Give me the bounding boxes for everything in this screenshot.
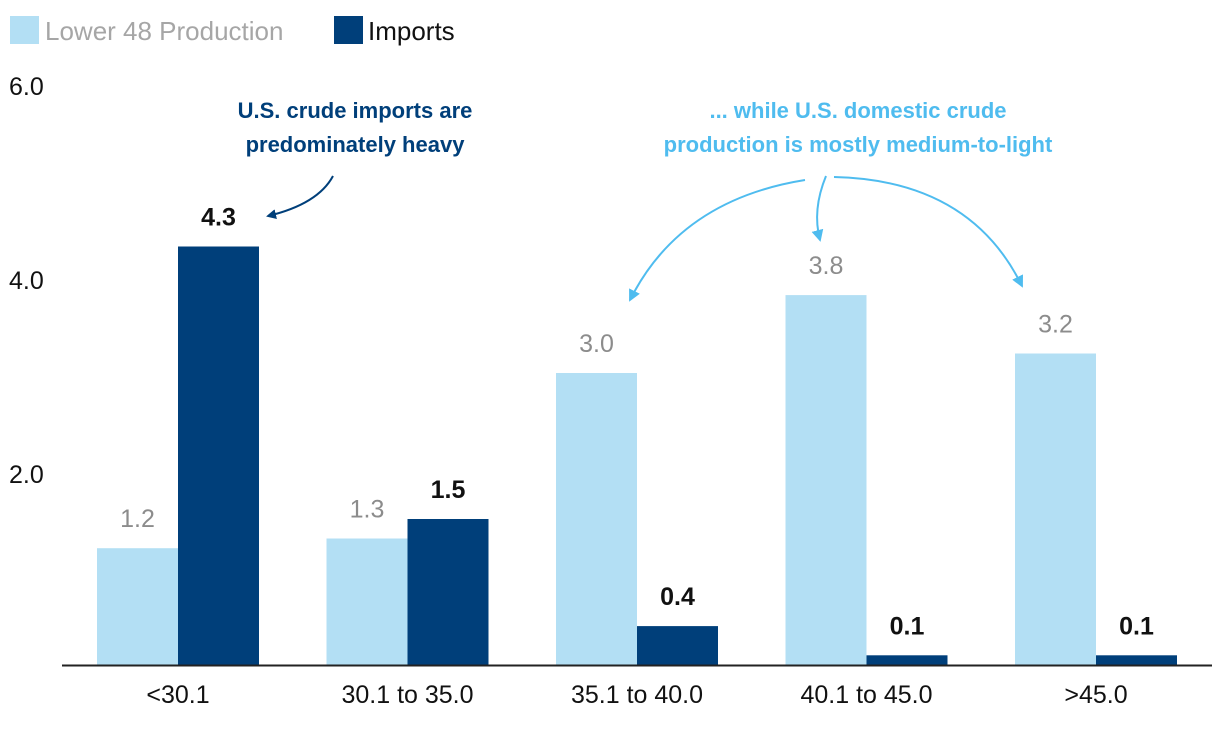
annotation-production: ... while U.S. domestic crude production…	[629, 98, 1053, 302]
bar-lower48-production	[326, 538, 408, 665]
bar-imports	[407, 519, 489, 665]
bar-lower48-production	[785, 295, 867, 665]
annotation-imports: U.S. crude imports are predominately hea…	[238, 98, 473, 219]
bar-lower48-production	[1015, 353, 1096, 665]
value-label-lower48-production: 3.2	[1038, 311, 1073, 339]
x-category-label: 40.1 to 45.0	[800, 681, 932, 709]
value-label-imports: 1.5	[431, 476, 466, 504]
bar-imports	[866, 655, 948, 665]
x-category-label: >45.0	[1064, 681, 1127, 709]
legend-label-imports: Imports	[368, 16, 455, 46]
y-axis-ticks: 6.0 4.0 2.0	[9, 73, 44, 489]
value-label-lower48-production: 1.3	[350, 496, 385, 524]
value-label-lower48-production: 3.0	[579, 330, 614, 358]
value-label-imports: 4.3	[201, 204, 236, 232]
bar-lower48-production	[97, 548, 178, 665]
annotation-imports-line2: predominately heavy	[246, 132, 466, 157]
value-label-lower48-production: 3.8	[809, 252, 844, 280]
x-category-label: 35.1 to 40.0	[571, 681, 703, 709]
bar-imports	[637, 626, 718, 665]
annotation-production-arrow-middle	[811, 175, 827, 242]
annotation-production-arrow-right	[833, 176, 1023, 288]
x-category-label: <30.1	[146, 681, 209, 709]
annotation-imports-line1: U.S. crude imports are	[238, 98, 473, 123]
annotation-production-line1: ... while U.S. domestic crude	[709, 98, 1006, 123]
bar-lower48-production	[556, 373, 637, 665]
value-label-group: 1.2 4.3 1.3 1.5 3.0 0.4 3.8 0.1 3.2 0.1	[120, 204, 1154, 641]
value-label-imports: 0.4	[660, 583, 695, 611]
y-tick-label: 4.0	[9, 267, 44, 295]
legend-swatch-imports	[334, 16, 363, 44]
legend-label-lower48: Lower 48 Production	[45, 16, 283, 46]
value-label-lower48-production: 1.2	[120, 505, 155, 533]
y-tick-label: 2.0	[9, 461, 44, 489]
bar-imports	[178, 246, 259, 665]
bar-imports	[1096, 655, 1177, 665]
legend: Lower 48 Production Imports	[10, 16, 455, 46]
y-tick-label: 6.0	[9, 73, 44, 101]
annotation-production-arrow-left	[629, 179, 806, 302]
legend-swatch-lower48	[10, 16, 39, 44]
bar-group	[97, 246, 1177, 665]
value-label-imports: 0.1	[890, 612, 925, 640]
x-axis-category-labels: <30.1 30.1 to 35.0 35.1 to 40.0 40.1 to 45.…	[146, 681, 1127, 709]
value-label-imports: 0.1	[1119, 612, 1154, 640]
x-category-label: 30.1 to 35.0	[341, 681, 473, 709]
annotation-production-line2: production is mostly medium-to-light	[664, 132, 1053, 157]
annotation-imports-arrow	[266, 175, 334, 219]
